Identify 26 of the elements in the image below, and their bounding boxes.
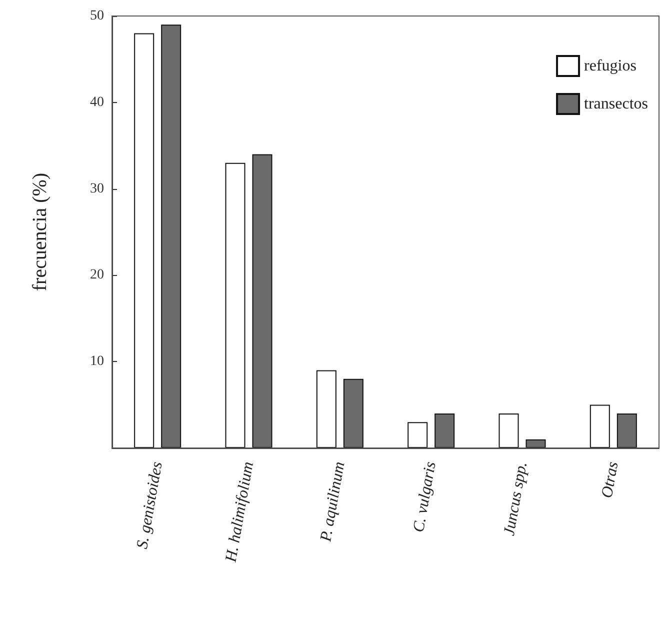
- x-tick-label: Juncus spp.: [500, 460, 531, 537]
- x-tick-label: Otras: [598, 460, 622, 500]
- legend-label: refugios: [584, 58, 636, 74]
- y-tick-label: 30: [90, 181, 104, 196]
- bar: [161, 24, 182, 448]
- bar: [498, 413, 519, 448]
- y-tick-label: 20: [90, 268, 104, 283]
- legend-label: transectos: [584, 96, 648, 112]
- bar: [590, 404, 610, 448]
- bar: [434, 413, 455, 448]
- y-tick-label: 10: [90, 354, 104, 370]
- bar: [616, 413, 637, 448]
- x-tick-label: S. genistoides: [134, 460, 166, 550]
- x-tick-label: C. vulgaris: [410, 460, 440, 534]
- bar: [526, 439, 546, 448]
- bar: [343, 378, 364, 448]
- bar: [316, 370, 336, 448]
- y-axis-title: frecuencia (%): [29, 172, 51, 292]
- bar: [225, 162, 246, 448]
- x-tick-label: H. halimifolium: [222, 460, 258, 564]
- bar: [408, 422, 428, 448]
- bar: [134, 33, 154, 448]
- y-tick-label: 50: [90, 8, 104, 24]
- y-tick-label: 40: [90, 94, 104, 110]
- x-tick-label: P. aquilinum: [317, 460, 348, 544]
- bar: [252, 154, 272, 448]
